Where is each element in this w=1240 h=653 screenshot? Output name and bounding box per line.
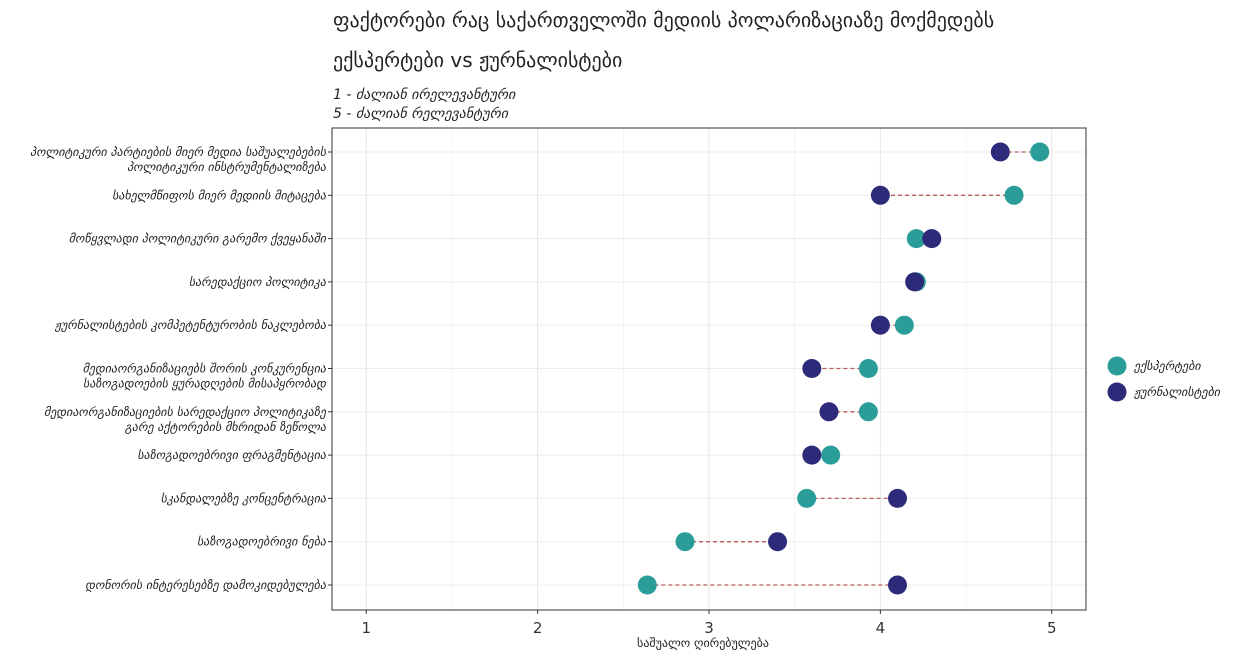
point-experts (894, 315, 914, 335)
chart-subtitle-scale-low: 1 - ძალიან ირელევანტური (333, 87, 516, 103)
point-experts (858, 402, 878, 422)
grid (332, 128, 1086, 610)
point-journalists (870, 185, 890, 205)
y-category-label-line: მედიაორგანიზაციებს შორის კონკურენცია (83, 362, 327, 376)
point-experts (675, 532, 695, 552)
y-category-label-line: მოწყვლადი პოლიტიკური გარემო ქვეყანაში (69, 232, 327, 246)
x-tick-label: 3 (704, 619, 714, 637)
y-category-label: მედიაორგანიზაციებს შორის კონკურენცია საზო… (83, 362, 328, 391)
point-experts (1004, 185, 1024, 205)
chart-title-line2: ექსპერტები vs ჟურნალისტები (333, 48, 623, 72)
y-category-label-line: სარედაქციო პოლიტიკა (189, 275, 327, 289)
legend-label: ექსპერტები (1133, 359, 1201, 373)
x-axis: 1 2 3 4 5 (361, 610, 1057, 637)
x-axis-title: საშუალო ღირებულება (637, 636, 769, 650)
y-category-label-line: საზოგადოებრივი ფრაგმენტაცია (137, 448, 327, 462)
y-category-label: საზოგადოებრივი ნება (197, 535, 327, 549)
y-category-label: საზოგადოებრივი ფრაგმენტაცია (137, 448, 327, 462)
point-experts (906, 229, 926, 249)
y-category-label: დონორის ინტერესებზე დამოკიდებულება (85, 578, 327, 592)
y-category-label: პოლიტიკური პარტიების მიერ მედია საშუალებ… (30, 145, 327, 174)
y-category-label: სარედაქციო პოლიტიკა (189, 275, 327, 289)
point-experts (858, 359, 878, 378)
y-category-label-line: მედიაორგანიზაციების სარედაქციო პოლიტიკაზ… (44, 405, 327, 419)
y-category-label-line: პოლიტიკური პარტიების მიერ მედია საშუალებ… (30, 145, 327, 159)
point-journalists (990, 142, 1010, 162)
point-journalists (905, 272, 925, 292)
point-experts (637, 575, 657, 595)
point-journalists (768, 532, 788, 552)
point-journalists (802, 445, 822, 465)
y-category-label-line: სკანდალებზე კონცენტრაცია (161, 491, 327, 505)
chart-title: ფაქტორები რაც საქართველოში მედიის პოლარი… (333, 8, 995, 32)
point-journalists (870, 315, 890, 335)
y-category-label-line: პოლიტიკური ინსტრუმენტალიზება (127, 160, 327, 174)
point-journalists (888, 488, 907, 508)
y-category-label: მედიაორგანიზაციების სარედაქციო პოლიტიკაზ… (44, 405, 327, 434)
chart-subtitle-scale-high: 5 - ძალიან რელევანტური (333, 106, 509, 122)
x-tick-label: 1 (361, 619, 371, 637)
legend-swatch (1107, 382, 1127, 402)
point-journalists (888, 575, 907, 595)
y-category-label-line: ჟურნალისტების კომპეტენტურობის ნაკლებობა (54, 318, 327, 332)
y-category-label-line: გარე აქტორების მხრიდან ზეწოლა (125, 420, 327, 434)
x-tick-label: 2 (533, 619, 543, 637)
point-experts (797, 488, 817, 508)
point-experts (821, 445, 841, 465)
x-tick-label: 4 (876, 619, 886, 637)
y-category-label: სახელმწიფოს მიერ მედიის მიტაცება (112, 188, 327, 202)
y-category-label-line: დონორის ინტერესებზე დამოკიდებულება (85, 578, 327, 592)
legend-label: ჟურნალისტები (1133, 385, 1221, 399)
y-category-label: ჟურნალისტების კომპეტენტურობის ნაკლებობა (54, 318, 327, 332)
y-category-label: მოწყვლადი პოლიტიკური გარემო ქვეყანაში (69, 232, 327, 246)
point-journalists (922, 229, 942, 249)
point-journalists (802, 359, 822, 378)
legend: ექსპერტები ჟურნალისტები (1107, 356, 1221, 402)
y-category-label-line: საზოგადოების ყურადღების მისაპყრობად (83, 377, 327, 391)
data-points (637, 142, 1050, 595)
y-category-label-line: სახელმწიფოს მიერ მედიის მიტაცება (112, 188, 327, 202)
y-category-label: სკანდალებზე კონცენტრაცია (161, 491, 327, 505)
y-axis: პოლიტიკური პარტიების მიერ მედია საშუალებ… (30, 145, 332, 592)
point-experts (1030, 142, 1050, 162)
x-tick-label: 5 (1047, 619, 1057, 637)
legend-swatch (1107, 356, 1127, 376)
point-journalists (819, 402, 839, 422)
y-category-label-line: საზოგადოებრივი ნება (197, 535, 327, 549)
